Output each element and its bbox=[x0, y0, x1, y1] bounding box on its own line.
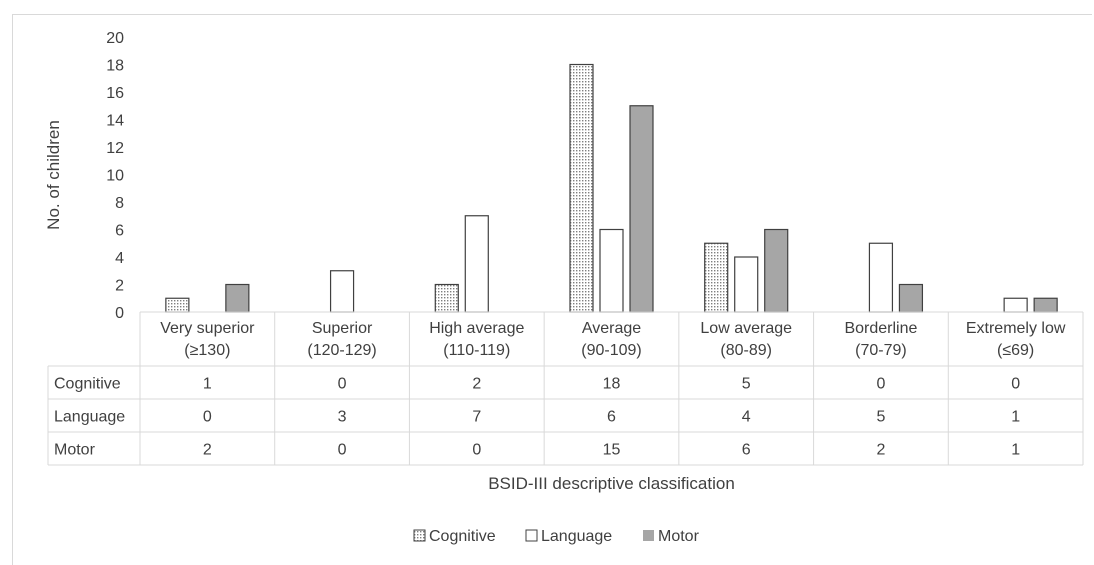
bar-cognitive bbox=[434, 283, 459, 313]
table-cell: 6 bbox=[742, 442, 751, 459]
table-cell: 0 bbox=[338, 376, 347, 393]
legend-label-cognitive: Cognitive bbox=[429, 528, 496, 545]
table-cell: 2 bbox=[472, 376, 481, 393]
y-tick-label: 10 bbox=[106, 168, 124, 185]
table-cell: 1 bbox=[1011, 409, 1020, 426]
y-tick-label: 2 bbox=[115, 278, 124, 295]
bar-motor bbox=[764, 228, 789, 313]
y-axis-label: No. of children bbox=[44, 120, 63, 230]
x-axis-label: BSID-III descriptive classification bbox=[488, 474, 735, 493]
bar-cognitive bbox=[569, 63, 594, 313]
category-label: Borderline bbox=[844, 320, 917, 337]
y-tick-label: 6 bbox=[115, 223, 124, 240]
table-cell: 3 bbox=[338, 409, 347, 426]
legend-swatch-cognitive bbox=[413, 529, 426, 542]
y-tick-label: 4 bbox=[115, 250, 124, 267]
table-cell: 5 bbox=[876, 409, 885, 426]
bar-cognitive bbox=[704, 242, 729, 313]
category-label: Average bbox=[582, 320, 641, 337]
category-label: Very superior bbox=[160, 320, 255, 337]
table-cell: 0 bbox=[1011, 376, 1020, 393]
category-label: (110-119) bbox=[443, 342, 510, 359]
category-label: (90-109) bbox=[581, 342, 641, 359]
legend-swatch-language bbox=[525, 529, 538, 542]
bar-language bbox=[464, 215, 489, 313]
bar-language bbox=[329, 270, 355, 313]
category-label: Superior bbox=[312, 320, 373, 337]
table-cell: 0 bbox=[472, 442, 481, 459]
table-cell: 1 bbox=[1011, 442, 1020, 459]
table-cell: 0 bbox=[203, 409, 212, 426]
bar-cognitive bbox=[165, 297, 190, 313]
table-row-label: Cognitive bbox=[54, 376, 121, 393]
table-row-label: Motor bbox=[54, 442, 96, 459]
category-label: (70-79) bbox=[855, 342, 907, 359]
table-cell: 0 bbox=[338, 442, 347, 459]
table-cell: 5 bbox=[742, 376, 751, 393]
bar-motor bbox=[629, 105, 654, 313]
bar-language bbox=[599, 228, 624, 313]
category-label: Low average bbox=[700, 320, 792, 337]
table-cell: 2 bbox=[876, 442, 885, 459]
y-tick-label: 14 bbox=[106, 113, 124, 130]
table-cell: 1 bbox=[203, 376, 212, 393]
category-label: Extremely low bbox=[966, 320, 1066, 337]
legend-swatch-motor bbox=[643, 530, 654, 541]
table-cell: 18 bbox=[603, 376, 621, 393]
legend-label-motor: Motor bbox=[658, 528, 700, 545]
table-cell: 7 bbox=[472, 409, 481, 426]
category-label: (≤69) bbox=[997, 342, 1034, 359]
table-cell: 2 bbox=[203, 442, 212, 459]
category-label: (80-89) bbox=[720, 342, 772, 359]
y-tick-label: 20 bbox=[106, 30, 124, 47]
table-cell: 4 bbox=[742, 409, 751, 426]
y-tick-label: 0 bbox=[115, 305, 124, 322]
y-tick-label: 12 bbox=[106, 140, 124, 157]
chart-frame bbox=[12, 14, 1092, 565]
bar-motor bbox=[1033, 297, 1058, 313]
bar-motor bbox=[225, 283, 250, 313]
y-tick-label: 8 bbox=[115, 195, 124, 212]
table-cell: 6 bbox=[607, 409, 616, 426]
legend-label-language: Language bbox=[541, 528, 612, 545]
table-cell: 0 bbox=[876, 376, 885, 393]
y-tick-label: 16 bbox=[106, 85, 124, 102]
y-tick-label: 18 bbox=[106, 58, 124, 75]
category-label: (≥130) bbox=[184, 342, 230, 359]
category-label: High average bbox=[429, 320, 524, 337]
table-row-label: Language bbox=[54, 409, 125, 426]
bar-language bbox=[1003, 297, 1028, 313]
bar-motor bbox=[898, 283, 924, 313]
bar-language bbox=[868, 242, 894, 313]
category-label: (120-129) bbox=[307, 342, 376, 359]
table-cell: 15 bbox=[603, 442, 621, 459]
bar-language bbox=[734, 256, 759, 313]
